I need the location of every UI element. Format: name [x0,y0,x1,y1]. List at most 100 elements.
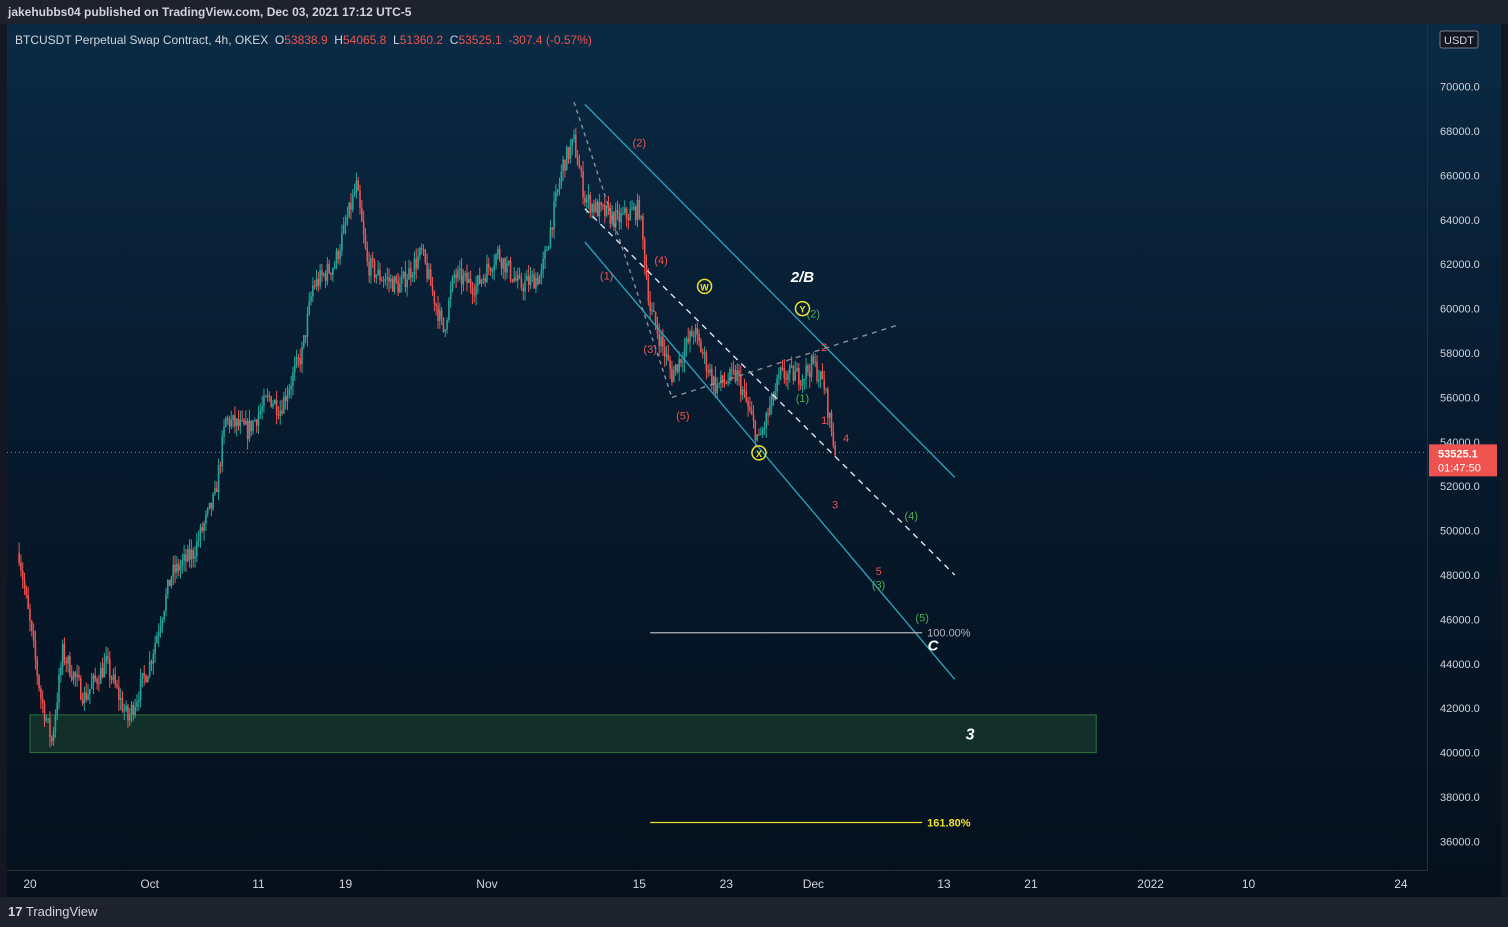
price-chart[interactable]: 3 100.00%161.80%(2)(1)(4)(3)(5)21435(2)(… [7,24,1501,897]
candle-body [437,306,439,321]
candle-body [177,563,180,571]
candle-body [680,359,682,363]
candle-body [261,406,263,412]
candle-body [315,278,318,287]
y-tick-label: 64000.0 [1440,215,1480,227]
candle-body [582,170,584,198]
candle-body [32,630,35,641]
candle-body [79,677,82,700]
candle-body [575,134,577,158]
price-scale[interactable] [1427,24,1501,871]
candle-body [41,698,44,704]
candle-body [317,278,320,286]
candle-body [186,548,189,562]
candle-body [362,221,365,235]
candle-body [290,385,292,390]
candle-body [678,359,680,373]
candle-body [814,361,816,363]
candle-body [408,268,410,280]
wave-label-red: (4) [654,255,667,267]
wave-circle-label: Y [799,305,805,315]
candle-body [580,168,583,171]
candle-body [254,419,256,422]
candle-body [313,285,316,287]
candle-body [562,159,564,172]
candle-body [143,673,146,676]
candle-body [740,375,742,395]
candle-body [529,276,532,285]
candle-body [292,372,294,386]
candle-body [246,420,249,440]
candle-body [134,706,136,715]
candle-body [761,429,764,435]
wave-circle-marker [751,445,767,461]
candle-body [197,540,200,542]
x-tick-label: 19 [339,877,353,891]
candle-body [596,201,599,217]
candle-body [687,338,690,342]
candle-body [201,526,204,531]
currency-label: USDT [1444,35,1474,47]
candle-body [399,283,401,293]
candle-body [656,324,659,334]
candle-body [614,210,617,227]
low-label: L [393,33,400,47]
candle-body [45,719,48,721]
candle-body [785,378,787,380]
time-scale[interactable] [7,870,1428,897]
candle-body [825,389,827,391]
channel-mid-line[interactable] [584,208,956,576]
candle-body [283,396,285,414]
wave-label-red: 5 [876,566,882,578]
channel-upper-line[interactable] [584,103,956,478]
candle-body [40,688,42,699]
x-tick-label: 10 [1242,877,1256,891]
y-tick-label: 50000.0 [1440,526,1480,538]
candle-body [244,420,247,425]
candle-body [31,621,33,631]
candle-body [685,338,688,349]
candle-body [727,381,729,384]
candle-body [477,275,479,286]
x-tick-label: 24 [1394,877,1408,891]
candle-body [386,277,389,279]
candle-body [52,731,55,742]
candle-body [185,554,187,562]
candle-body [333,266,336,269]
candles-layer [18,127,836,748]
candle-body [127,705,129,721]
candle-body [181,560,184,566]
candle-body [89,688,91,695]
candle-body [61,643,64,668]
candle-body [373,260,376,278]
candle-body [469,278,472,288]
candle-body [749,406,751,411]
candle-body [90,683,93,689]
currency-badge[interactable] [1439,30,1479,49]
candle-body [230,419,233,427]
wave-label-red: (3) [643,344,656,356]
chart-frame[interactable]: 3 100.00% 161.80% (2) (1) (4) (3) (5) 2 1 4 3 5 (2)(… [7,24,1501,897]
wedge-left-line[interactable] [573,101,673,398]
candle-body [332,268,334,275]
channel-lower-line[interactable] [584,241,956,680]
support-zone [29,714,1097,754]
candle-body [375,274,378,278]
candle-body [110,678,113,680]
candle-body [319,270,321,286]
candle-body [357,180,360,191]
candle-body [239,419,242,427]
y-tick-label: 70000.0 [1440,82,1480,94]
candle-body [248,420,251,440]
x-tick-label: Nov [476,877,497,891]
candle-body [629,209,632,220]
candle-body [70,675,73,680]
candle-body [440,310,443,318]
wave-label-red: (5) [676,411,689,423]
candle-body [87,694,89,700]
candle-body [324,273,327,282]
candle-body [819,371,822,381]
candle-body [480,279,483,284]
candle-body [268,395,271,397]
candle-body [121,698,124,712]
